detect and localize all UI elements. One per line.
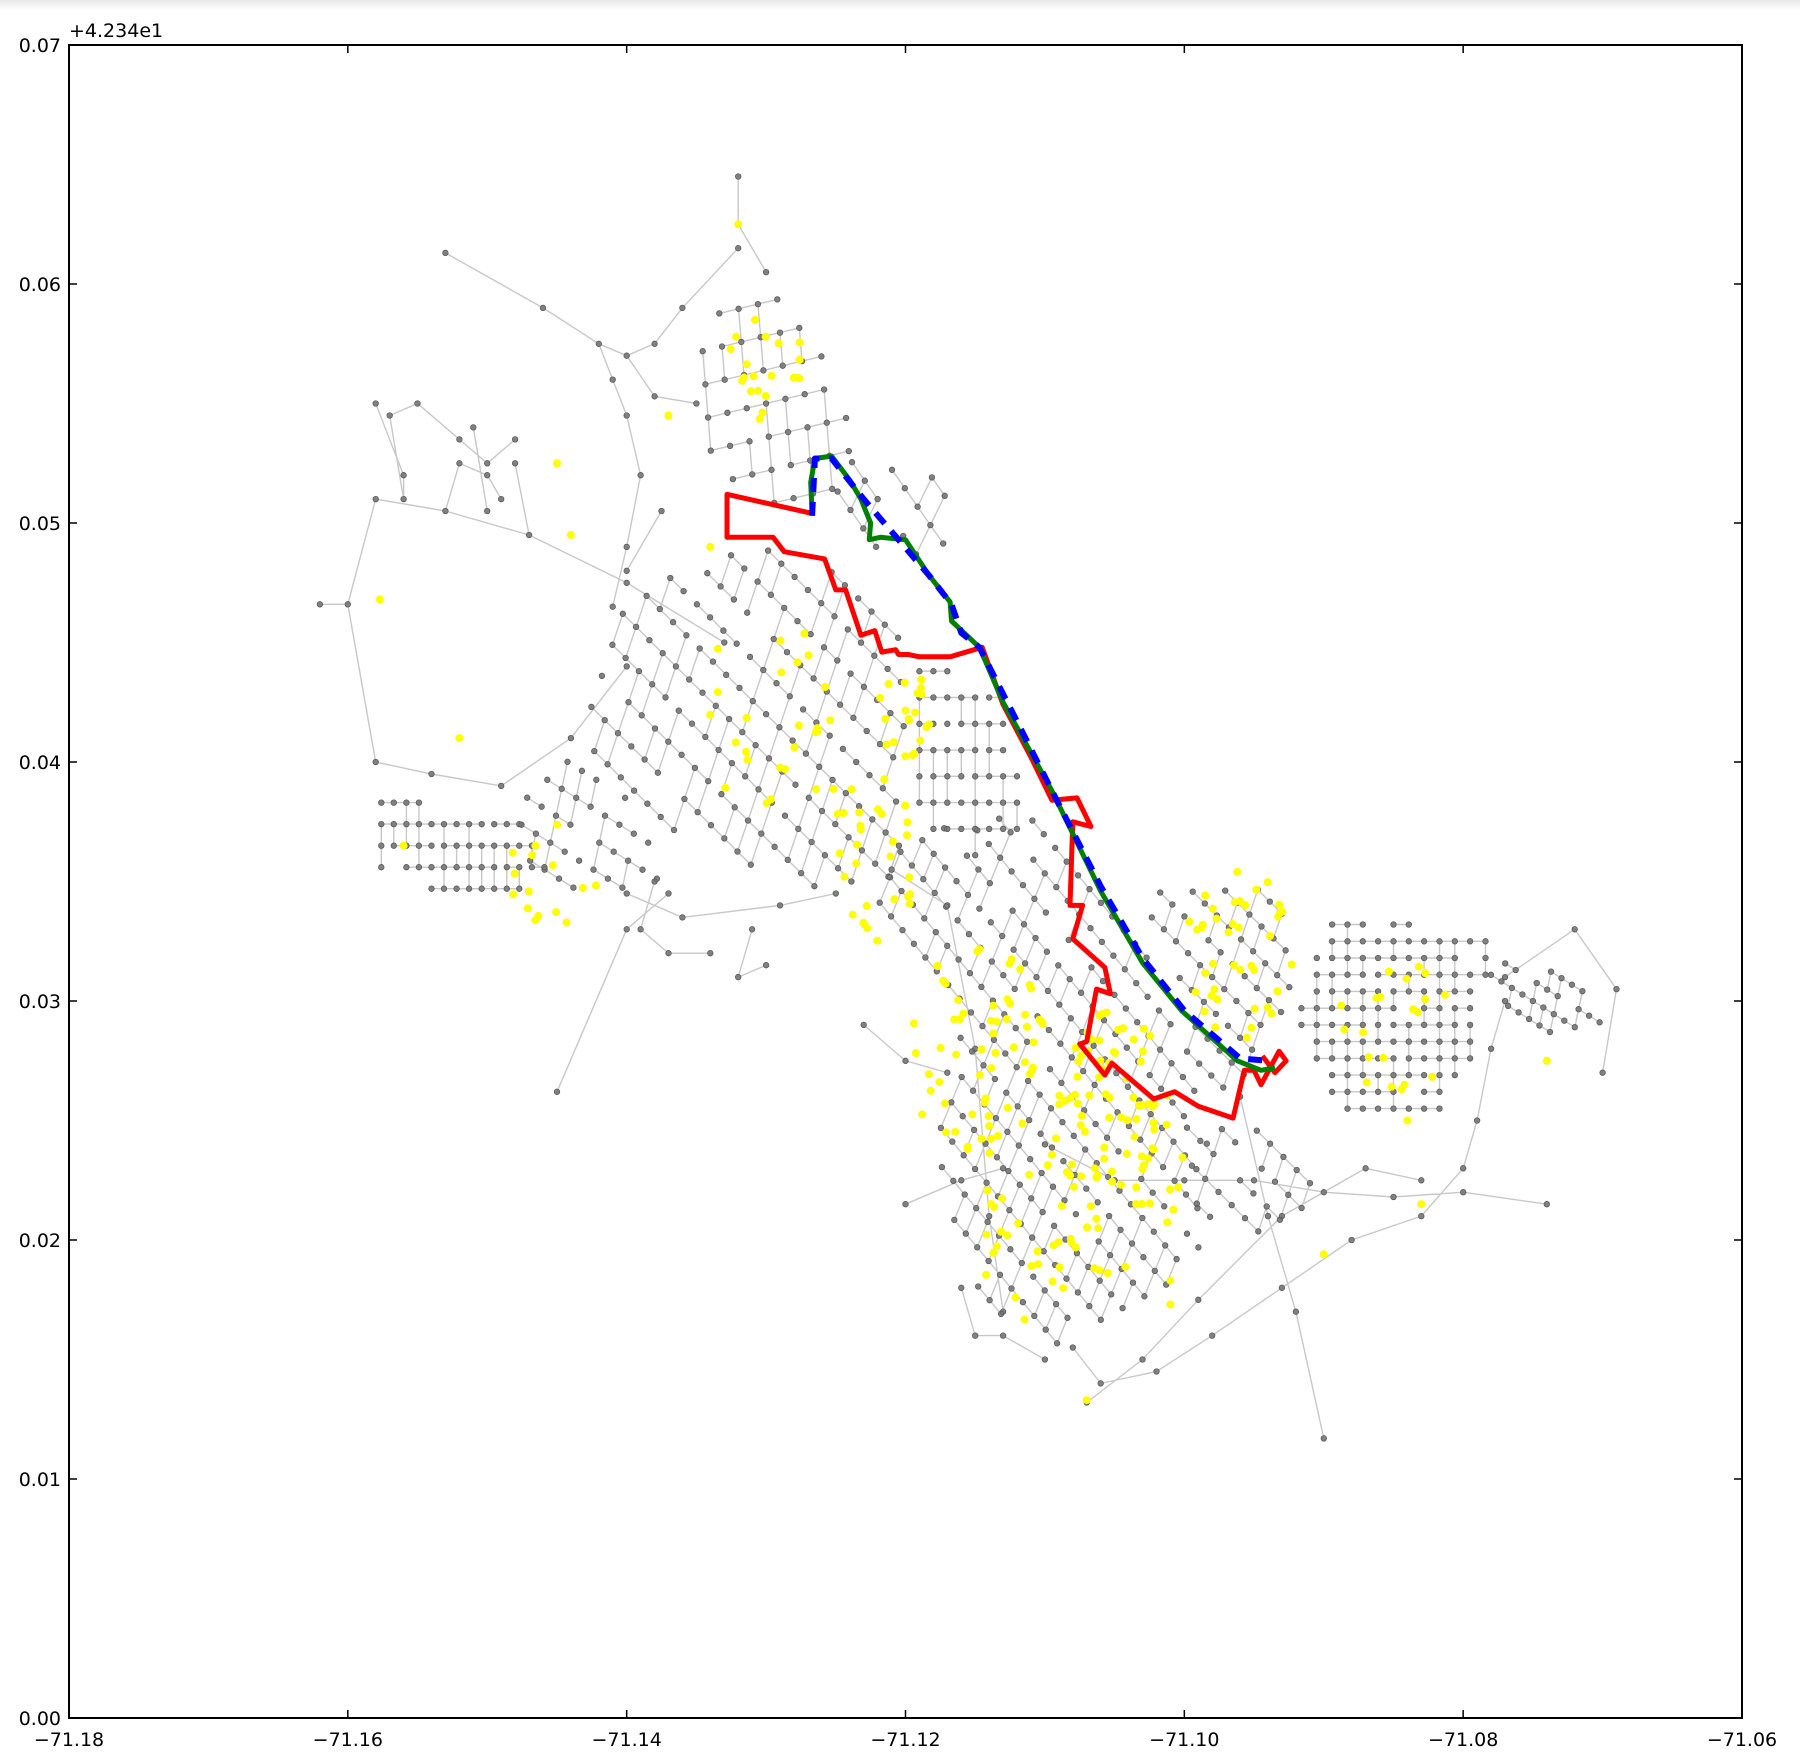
y-tick-label: 0.01	[19, 1469, 61, 1491]
highlighted-nodes	[375, 220, 1551, 1405]
y-tick-label: 0.00	[19, 1708, 61, 1730]
route-line-2	[809, 455, 1269, 1064]
x-tick-label: −71.12	[870, 1729, 940, 1748]
x-tick-label: −71.14	[592, 1729, 662, 1748]
y-tick-label: 0.05	[19, 513, 61, 535]
x-tick-label: −71.08	[1428, 1729, 1498, 1748]
route-line-0	[724, 491, 1289, 1121]
x-tick-label: −71.18	[34, 1729, 104, 1748]
x-tick-label: −71.10	[1149, 1729, 1219, 1748]
y-tick-label: 0.03	[19, 991, 61, 1013]
y-tick-label: 0.06	[19, 274, 61, 296]
plot-frame	[68, 44, 1743, 1719]
routes-layer	[724, 453, 1289, 1121]
y-tick-label: 0.02	[19, 1230, 61, 1252]
street-edges	[319, 176, 1618, 1439]
x-tick-label: −71.16	[313, 1729, 383, 1748]
network-layer	[316, 173, 1620, 1442]
route-line-1	[808, 453, 1276, 1073]
window-top-edge	[0, 0, 1800, 10]
y-tick-label: 0.07	[19, 35, 61, 57]
axis-ticks: −71.18 −71.16 −71.14 −71.12 −71.10 −71.08 −71.…	[19, 35, 1777, 1751]
y-offset-text: +4.234e1	[69, 20, 163, 42]
x-tick-label: −71.06	[1707, 1729, 1777, 1748]
street-nodes	[316, 173, 1620, 1442]
y-tick-label: 0.04	[19, 752, 61, 774]
